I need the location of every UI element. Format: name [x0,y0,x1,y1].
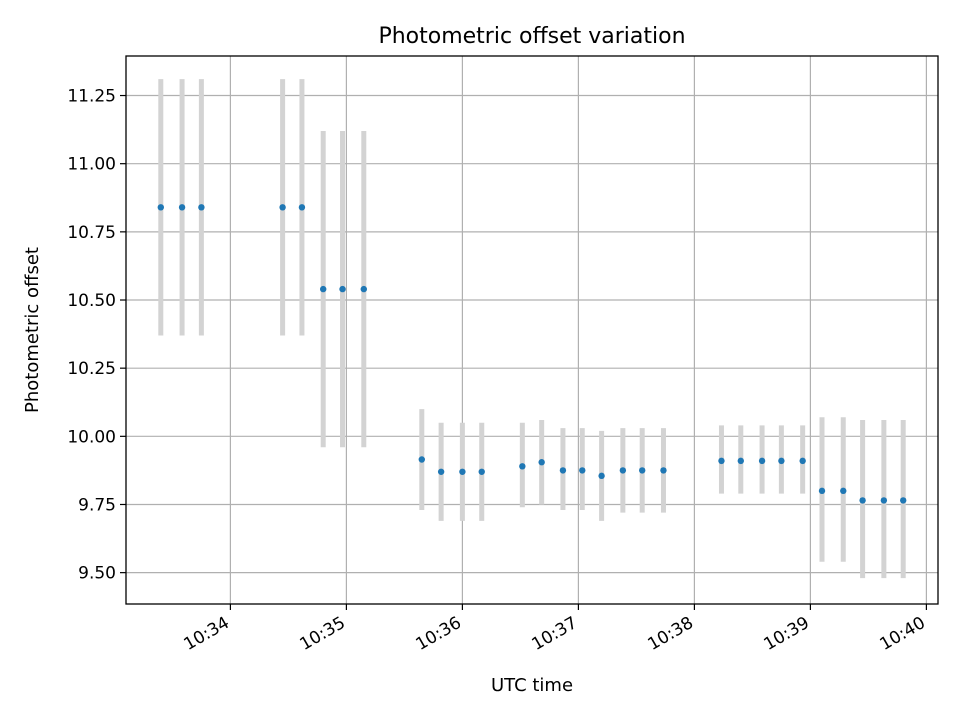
point-layer [157,204,907,504]
x-axis-label: UTC time [491,675,573,696]
y-tick-label-0: 9.50 [78,564,116,584]
data-point-0-16 [598,472,605,480]
data-point-0-11 [478,468,485,475]
tick-layer [120,94,928,610]
data-point-0-26 [840,487,847,495]
chart-title: Photometric offset variation [378,24,685,49]
y-tick-label-3: 10.25 [67,359,116,379]
data-point-0-27 [859,497,866,504]
data-point-0-20 [718,457,725,465]
y-tick-label-5: 10.75 [67,223,116,243]
data-point-0-9 [437,468,445,475]
y-tick-label-layer: 9.50 9.75 10.00 10.25 10.50 10.75 11.00 11.25 [67,87,116,584]
plot-frame [125,55,939,605]
data-point-0-13 [538,459,545,466]
data-point-0-28 [880,497,888,504]
data-point-0-15 [579,467,586,474]
y-tick-label-7: 11.25 [67,87,116,107]
data-point-0-24 [799,457,806,465]
y-tick-label-4: 10.50 [67,291,116,311]
y-tick-label-6: 11.00 [67,155,116,175]
data-point-0-4 [298,204,306,211]
data-point-0-14 [559,467,567,474]
data-point-0-7 [360,285,367,293]
grid-layer [126,56,938,604]
data-point-0-2 [198,204,205,211]
data-point-0-19 [660,467,667,474]
data-point-0-0 [157,204,164,211]
y-tick-label-1: 9.75 [78,495,116,515]
y-axis-label: Photometric offset [22,247,43,413]
data-point-0-21 [737,457,744,465]
data-point-0-29 [900,497,907,504]
data-point-0-6 [339,285,346,293]
data-point-0-25 [818,487,826,495]
data-point-0-22 [758,457,766,465]
data-point-0-18 [639,467,646,474]
data-point-0-8 [418,456,425,463]
data-point-0-12 [519,463,526,470]
data-point-0-3 [279,204,286,211]
data-point-0-5 [320,285,327,293]
data-point-0-23 [778,457,785,465]
y-tick-label-2: 10.00 [67,427,116,447]
data-point-0-17 [619,467,627,474]
data-point-0-10 [459,468,466,475]
data-point-0-1 [178,204,186,211]
